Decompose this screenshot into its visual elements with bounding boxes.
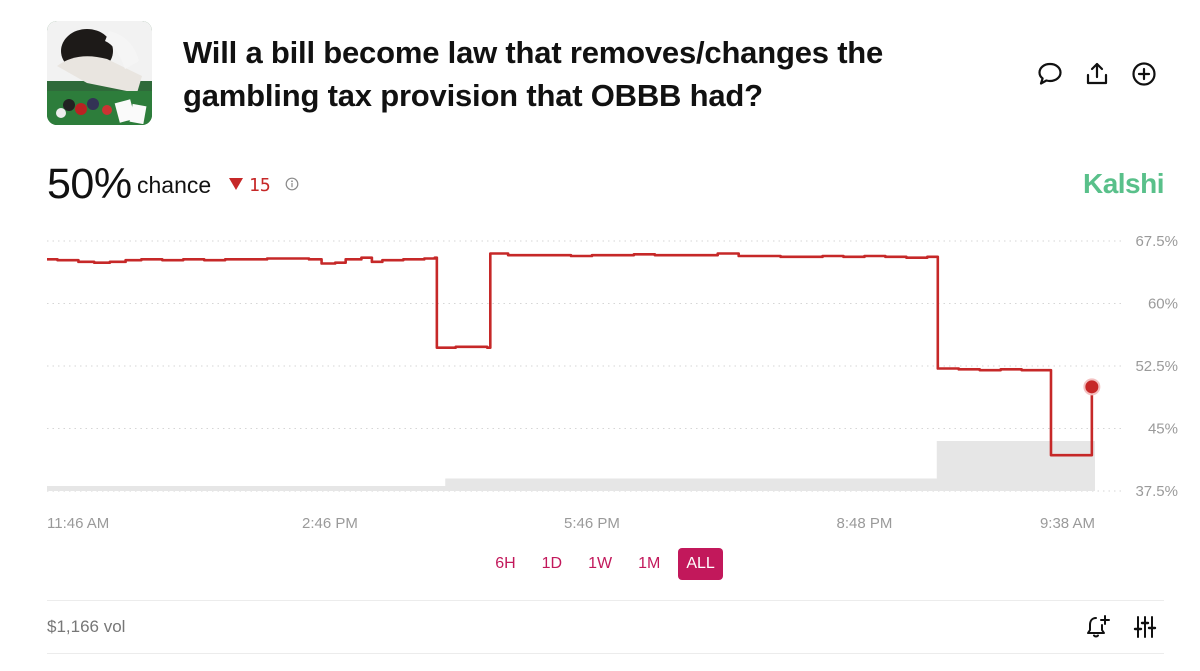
time-range-selector: 6H 1D 1W 1M ALL [0,548,1200,580]
sliders-icon[interactable] [1131,613,1159,641]
x-tick-label: 8:48 PM [837,515,893,532]
share-icon[interactable] [1083,60,1111,88]
gambler-photo-icon [47,21,152,125]
y-tick-label: 67.5% [1135,233,1178,250]
x-tick-label: 5:46 PM [564,515,620,532]
market-title: Will a bill become law that removes/chan… [183,35,884,113]
volume-label: $1,166 vol [47,617,126,636]
volume-area [47,441,1095,491]
comment-icon[interactable] [1036,60,1064,88]
current-price-dot [1083,378,1101,396]
probability-label: chance [137,172,212,198]
probability-value: 50% [47,160,132,208]
range-1w[interactable]: 1W [588,555,613,572]
market-thumbnail [47,21,152,125]
delta-value: 15 [249,175,271,196]
x-tick-label: 2:46 PM [302,515,358,532]
divider [47,653,1164,654]
probability-delta: 15 [229,175,271,196]
info-icon[interactable] [285,177,299,196]
divider [47,600,1164,601]
price-chart[interactable]: 67.5% 60% 52.5% 45% 37.5% 11:46 AM 2:46 PM 5:4… [0,225,1200,535]
x-tick-label: 11:46 AM [47,515,109,532]
range-6h[interactable]: 6H [495,555,516,572]
y-tick-label: 45% [1148,421,1178,438]
range-1m[interactable]: 1M [638,555,661,572]
brand-logo: Kalshi [1082,168,1165,199]
y-tick-label: 52.5% [1135,358,1178,375]
y-tick-label: 60% [1148,296,1178,313]
down-triangle-icon [229,178,243,190]
y-tick-label: 37.5% [1135,483,1178,500]
x-tick-label: 9:38 AM [1040,515,1095,532]
range-all[interactable]: ALL [678,548,723,580]
add-icon[interactable] [1130,60,1158,88]
range-1d[interactable]: 1D [541,555,563,572]
add-alert-icon[interactable] [1084,613,1112,641]
price-line [47,252,1094,457]
